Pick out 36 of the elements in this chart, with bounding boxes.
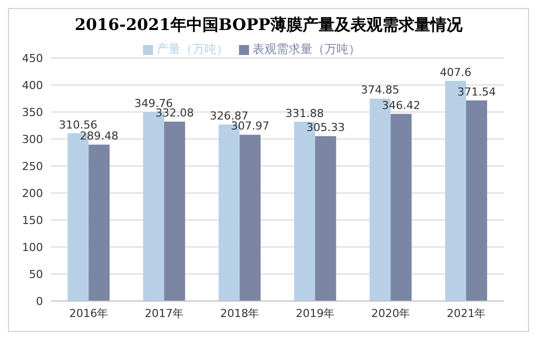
bar xyxy=(240,134,261,301)
bar xyxy=(88,144,110,301)
data-label: 326.87 xyxy=(210,109,248,122)
data-label: 289.48 xyxy=(80,130,118,143)
y-tick-label: 350 xyxy=(22,106,43,119)
y-tick-label: 300 xyxy=(22,132,43,146)
y-tick-label: 450 xyxy=(22,52,43,65)
y-tick-label: 0 xyxy=(36,294,43,308)
x-tick-label: 2020年 xyxy=(371,306,410,320)
data-label: 371.54 xyxy=(457,85,496,98)
y-tick-label: 200 xyxy=(22,186,43,200)
data-label: 331.88 xyxy=(285,106,324,120)
bar xyxy=(390,114,412,301)
data-label: 305.33 xyxy=(306,121,345,134)
y-tick-label: 50 xyxy=(29,268,43,281)
x-tick-label: 2019年 xyxy=(296,306,335,320)
data-label: 332.08 xyxy=(155,106,194,120)
x-tick-label: 2021年 xyxy=(446,306,486,320)
bar xyxy=(466,100,488,301)
data-label: 407.6 xyxy=(440,66,472,79)
x-tick-label: 2017年 xyxy=(144,306,184,320)
legend-label: 产量（万吨） xyxy=(156,42,228,56)
data-label: 346.42 xyxy=(382,98,420,112)
data-label: 374.85 xyxy=(360,84,400,97)
chart-title: 2016-2021年中国BOPP薄膜产量及表观需求量情况 xyxy=(74,15,464,36)
bar xyxy=(164,122,186,301)
bar xyxy=(315,136,336,301)
x-tick-label: 2016年 xyxy=(69,306,108,320)
data-label: 307.97 xyxy=(230,120,270,133)
y-tick-label: 400 xyxy=(22,78,43,92)
x-tick-label: 2018年 xyxy=(220,306,260,320)
y-tick-label: 100 xyxy=(22,240,43,254)
data-label: 310.56 xyxy=(58,118,98,132)
legend-label: 表观需求量（万吨） xyxy=(252,42,360,56)
y-tick-label: 250 xyxy=(22,160,43,173)
y-tick-label: 150 xyxy=(22,214,43,227)
